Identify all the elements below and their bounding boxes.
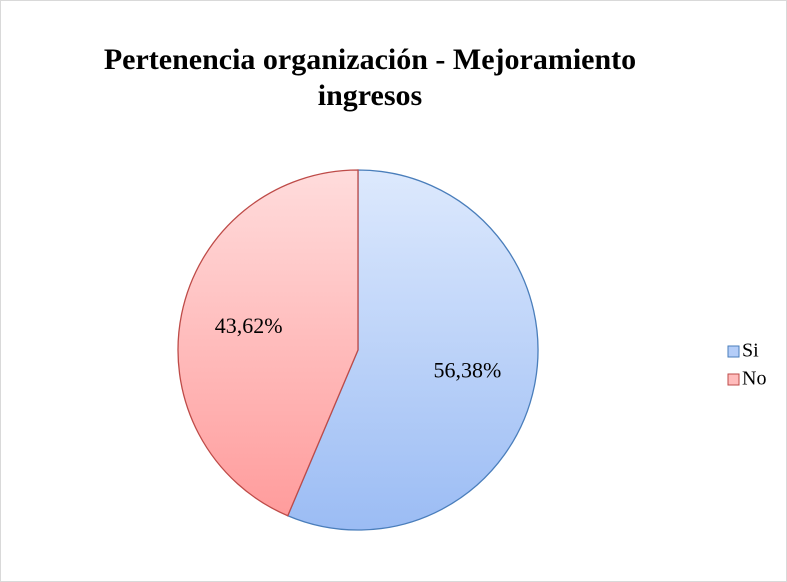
legend-swatch xyxy=(727,345,740,358)
data-label: 56,38% xyxy=(433,357,501,382)
pie-slice xyxy=(177,169,359,517)
data-label: 43,62% xyxy=(215,313,283,338)
chart-title: Pertenencia organización - Mejoramiento … xyxy=(103,43,637,112)
pie-slice xyxy=(286,169,539,531)
legend-label: Si xyxy=(742,340,759,362)
legend-swatch xyxy=(727,373,740,386)
legend-label: No xyxy=(742,368,766,390)
